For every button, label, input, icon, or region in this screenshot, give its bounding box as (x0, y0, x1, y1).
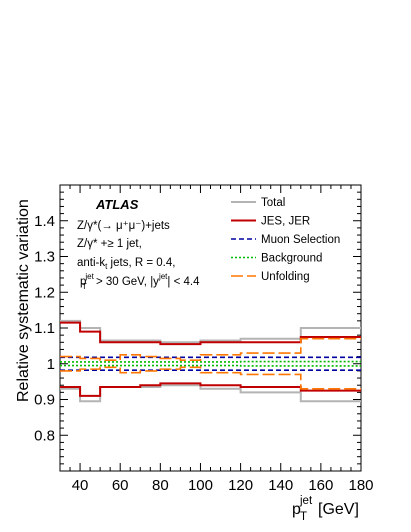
y-tick-label: 1 (47, 356, 55, 373)
legend-label: Total (261, 197, 285, 209)
annotation-line-4-mid: > 30 GeV, |y (93, 276, 159, 288)
x-tick-label: 140 (268, 477, 293, 494)
y-tick-labels: 0.8 0.9 1 1.1 1.2 1.3 1.4 (34, 213, 55, 445)
svg-text:jet: jet (299, 495, 313, 507)
x-axis-title: p T jet [GeV] (292, 495, 359, 523)
x-tick-label: 120 (228, 477, 253, 494)
axis-ticks (59, 184, 362, 472)
x-axis-title-sup: jet (299, 495, 313, 507)
y-tick-label: 1.4 (34, 213, 55, 230)
atlas-label: ATLAS (95, 197, 139, 212)
annotation-block: ATLAS Z/γ*(→ μ⁺μ⁻)+jets Z/γ* +≥ 1 jet, a… (77, 197, 200, 291)
y-tick-label: 1.2 (34, 284, 55, 301)
y-tick-label: 0.9 (34, 392, 55, 409)
annotation-line-4-sup2: jet (158, 272, 168, 281)
series-jes-jer-lower (60, 382, 361, 397)
series-unfolding-upper (60, 337, 361, 361)
annotation-line-2: Z/γ* +≥ 1 jet, (77, 238, 142, 250)
svg-text:p: p (292, 501, 301, 518)
svg-text:T: T (300, 511, 307, 523)
series-layer (60, 319, 361, 403)
y-tick-label: 0.8 (34, 427, 55, 444)
x-tick-labels: 40 60 80 100 120 140 160 180 (72, 477, 374, 494)
x-tick-label: 100 (188, 477, 213, 494)
annotation-line-3-sub: t (105, 262, 108, 271)
y-axis-title: Relative systematic variation (15, 199, 32, 402)
annotation-line-4-sub: T (82, 282, 87, 291)
x-axis-title-main: p (292, 501, 301, 518)
x-axis-title-unit: [GeV] (318, 501, 359, 518)
legend-label: Unfolding (261, 271, 310, 283)
series-unfolding-lower (60, 366, 361, 390)
y-tick-label: 1.1 (34, 320, 55, 337)
x-tick-label: 80 (152, 477, 169, 494)
annotation-line-4-end: | < 4.4 (167, 276, 200, 288)
annotation-line-3-a: anti-k (77, 257, 105, 269)
legend: Total JES, JER Muon Selection Background Unf… (231, 197, 340, 283)
y-tick-label: 1.3 (34, 249, 55, 266)
series-jes-jer-upper (60, 321, 361, 346)
x-tick-label: 160 (308, 477, 333, 494)
x-tick-label: 180 (348, 477, 373, 494)
legend-label: JES, JER (261, 216, 310, 228)
x-axis-title-sub: T (300, 511, 307, 523)
legend-label: Muon Selection (261, 234, 340, 246)
x-tick-label: 40 (72, 477, 89, 494)
legend-label: Background (261, 253, 322, 265)
annotation-line-4-p: p (80, 276, 86, 288)
annotation-line-3-b: jets, R = 0.4, (107, 257, 175, 269)
x-tick-label: 60 (112, 477, 129, 494)
annotation-line-3: anti-kt jets, R = 0.4, (77, 257, 175, 271)
svg-text:[GeV]: [GeV] (318, 501, 359, 518)
annotation-line-4-sup: jet (84, 272, 94, 281)
annotation-line-4: pjet T > 30 GeV, |yjet| < 4.4 (80, 272, 200, 291)
annotation-line-1: Z/γ*(→ μ⁺μ⁻)+jets (77, 220, 170, 232)
